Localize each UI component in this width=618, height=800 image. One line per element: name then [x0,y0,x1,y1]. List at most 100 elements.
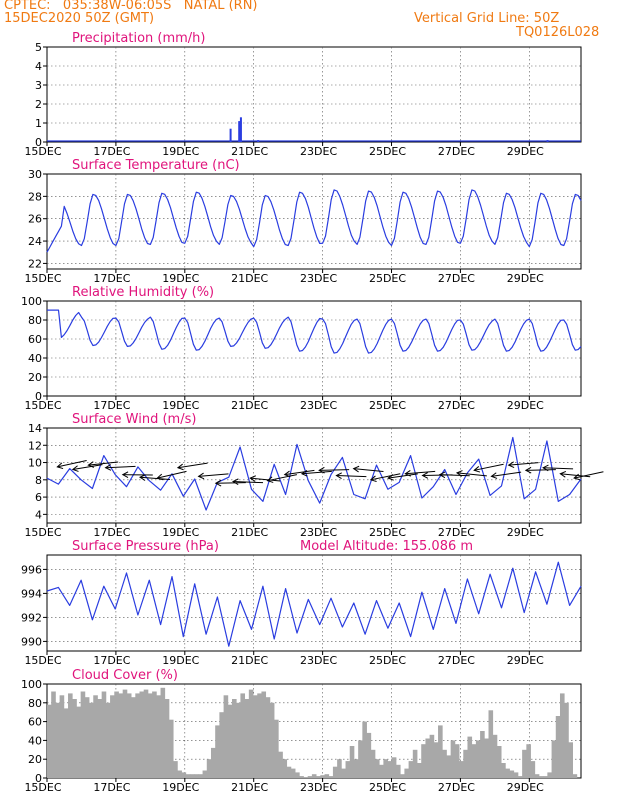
x-tick-label: 25DEC [369,145,406,158]
y-tick-label: 30 [28,168,42,181]
cloud-bar [501,763,506,778]
x-tick-label: 23DEC [300,399,337,412]
cloud-bar [282,759,288,778]
wind-arrow [353,468,384,473]
y-tick-label: 28 [28,190,42,203]
cloud-bar [454,744,460,778]
series-line [46,189,582,253]
cloud-bar [101,691,107,778]
x-tick-label: 29DEC [507,399,544,412]
wind-arrow [474,463,504,471]
cloud-bar [332,766,338,778]
y-tick-label: 4 [35,508,42,521]
cloud-bar [72,699,77,778]
cloud-bar [80,691,86,778]
cloud-bar [97,699,103,778]
x-tick-label: 27DEC [438,526,475,539]
cloud-bar [450,740,456,778]
series-line [46,436,582,511]
cloud-bar [114,691,119,778]
cloud-bar [421,744,426,778]
wind-arrow-head [473,466,481,473]
header-location: CPTEC: 035:38W-06:05S NATAL (RN) [4,0,258,13]
wind-arrow [284,469,315,476]
wind-arrow [456,472,487,477]
x-tick-label: 21DEC [231,781,268,794]
wind-arrow [525,469,556,471]
cloud-bar [433,742,439,778]
cloud-bar [223,695,229,778]
wind-arrow-head [369,475,377,483]
cloud-bar [517,776,523,778]
wind-arrow-head [490,472,498,479]
cloud-bar [248,689,254,778]
x-tick-label: 19DEC [162,654,199,667]
x-tick-label: 23DEC [300,272,337,285]
cloud-bar [295,772,300,778]
cloud-bar [341,768,346,778]
cloud-bar [47,704,52,778]
cloud-bar [257,693,262,778]
cloud-bar [555,716,561,778]
x-tick-label: 23DEC [300,145,337,158]
wind-arrow [88,461,119,466]
cloud-bar [139,691,145,778]
cloud-bar [63,708,69,778]
cloud-bar [547,772,552,778]
wind-arrow [574,471,604,479]
x-tick-label: 19DEC [162,781,199,794]
y-tick-label: 1 [35,117,42,130]
y-tick-label: 22 [28,257,42,270]
cloud-bar [522,749,527,778]
series-line [46,561,582,647]
x-tick-label: 17DEC [93,145,130,158]
cloud-bar [261,691,267,778]
cloud-bar [173,761,178,778]
cloud-bar [337,759,342,778]
cloud-bar [438,725,443,778]
cloud-bar [51,691,56,778]
cloud-bar [55,702,61,778]
series-line [47,309,582,354]
wind-arrow [508,462,539,466]
y-tick-label: 5 [35,41,42,54]
cloud-bar [286,766,292,778]
cloud-bar [358,740,363,778]
wind-arrow [405,470,436,475]
x-tick-label: 15DEC [24,145,61,158]
x-tick-label: 27DEC [438,399,475,412]
y-tick-label: 12 [28,439,42,452]
wind-arrow [215,482,246,484]
x-tick-label: 21DEC [231,399,268,412]
x-tick-label: 15DEC [24,781,61,794]
wind-arrow [439,474,470,477]
wind-arrow [336,475,367,478]
x-tick-label: 29DEC [507,781,544,794]
cloud-bar [126,693,132,778]
cloud-bar [303,777,309,778]
x-tick-label: 17DEC [93,654,130,667]
panel-title: Precipitation (mm/h) [72,31,205,46]
cloud-bar [135,693,140,778]
cloud-bar [232,699,237,778]
cloud-bar [227,704,233,778]
y-tick-label: 20 [28,371,42,384]
cloud-bar [496,746,502,778]
wind-arrow-head [214,479,222,487]
cloud-bar [307,776,313,778]
panel-subtitle: Model Altitude: 155.086 m [300,539,473,554]
y-tick-label: 80 [28,697,42,710]
wind-arrow-head [318,466,325,474]
x-tick-label: 21DEC [231,145,268,158]
cloud-bar [463,749,468,778]
cloud-bar [274,719,279,778]
panel-title: Surface Temperature (nC) [72,158,240,173]
cloud-bar [442,749,447,778]
wind-arrow-head [197,472,205,480]
cloud-bar [534,774,540,778]
cloud-bar [353,759,359,778]
cloud-bar [475,740,481,778]
cloud-bar [299,776,304,778]
y-tick-label: 0 [35,136,42,149]
cloud-bar [324,774,330,778]
